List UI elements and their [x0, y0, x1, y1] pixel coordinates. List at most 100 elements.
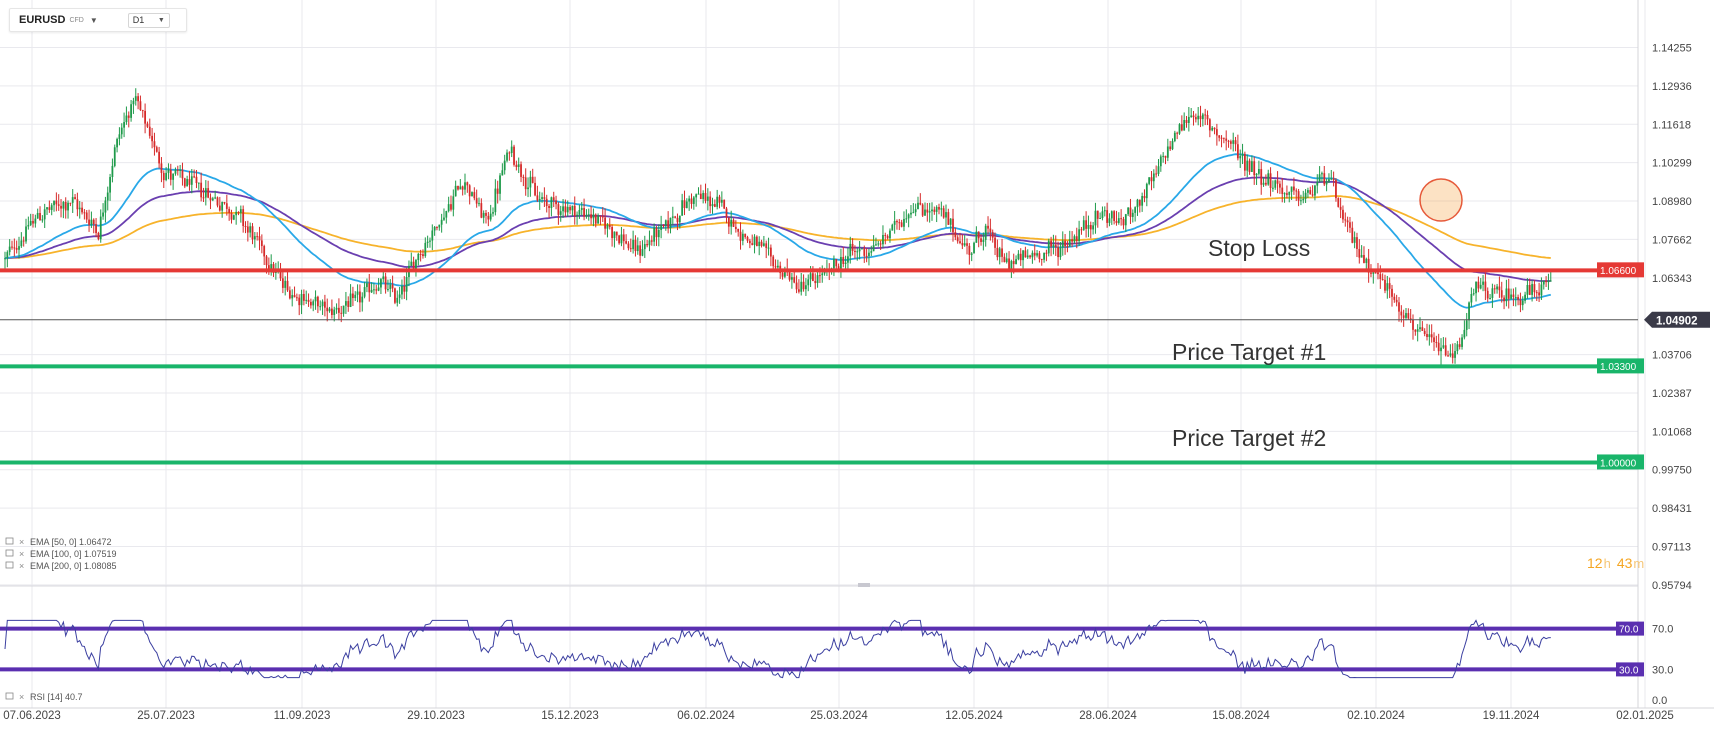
candle-body: [419, 253, 422, 255]
candle-body: [854, 250, 856, 252]
rsi-level-1-label: 30.0: [1619, 665, 1639, 676]
candle-body: [767, 247, 770, 249]
candle-body: [501, 170, 504, 176]
candle-body: [1169, 146, 1172, 150]
candle-body: [1533, 284, 1536, 293]
candle-body: [1314, 185, 1316, 196]
candle-body: [657, 229, 660, 238]
candle-body: [1120, 218, 1123, 220]
candle-body: [246, 226, 249, 233]
bar-countdown: 12h 43m: [1587, 555, 1644, 571]
timeframe-select[interactable]: D1 ▼: [127, 12, 170, 28]
price-tick-label: 1.02387: [1652, 388, 1692, 400]
candle-body: [401, 285, 403, 295]
candle-body: [678, 215, 681, 223]
candle-body: [300, 293, 303, 306]
candle-body: [1307, 190, 1309, 193]
candle-body: [335, 307, 338, 310]
candle-body: [1449, 353, 1452, 356]
candle-body: [1549, 280, 1552, 282]
candle-body: [1500, 290, 1503, 298]
candle-body: [151, 135, 154, 142]
candle-body: [891, 224, 894, 231]
candle-body: [424, 242, 427, 257]
candle-body: [109, 177, 111, 193]
candle-body: [737, 228, 740, 232]
candle-body: [380, 279, 382, 288]
candle-body: [323, 301, 326, 308]
candle-body: [328, 308, 331, 312]
candle-body: [1269, 173, 1272, 189]
candle-body: [485, 212, 487, 216]
candle-body: [653, 227, 656, 242]
candle-body: [688, 198, 691, 202]
candle-body: [249, 226, 252, 233]
candle-body: [1458, 344, 1461, 347]
rsi-line: [4, 619, 1551, 679]
candle-body: [1353, 237, 1356, 243]
price-tick-label: 1.03706: [1652, 350, 1692, 362]
candle-body: [622, 234, 625, 242]
candle-body: [926, 209, 929, 213]
candle-body: [625, 241, 628, 244]
candle-body: [793, 277, 796, 283]
candle-body: [1358, 248, 1361, 258]
candle-body: [1157, 166, 1160, 174]
candle-body: [520, 164, 522, 177]
candle-body: [32, 220, 34, 224]
candle-body: [1349, 222, 1351, 228]
candle-body: [725, 208, 728, 218]
candle-body: [1246, 160, 1249, 171]
symbol-dropdown-icon[interactable]: ▼: [89, 15, 98, 25]
candle-body: [345, 301, 347, 306]
candle-body: [359, 291, 361, 303]
candle-body: [347, 301, 350, 307]
candle-body: [583, 208, 585, 217]
candle-body: [1388, 283, 1391, 289]
candle-body: [571, 205, 574, 211]
candle-body: [552, 197, 555, 201]
candle-body: [865, 255, 868, 257]
candle-body: [1491, 288, 1494, 298]
candle-body: [270, 264, 273, 272]
candle-body: [1019, 253, 1022, 261]
candle-body: [1330, 178, 1333, 180]
candle-body: [599, 215, 602, 217]
price-target-1-annotation: Price Target #1: [1172, 339, 1326, 365]
candle-body: [326, 307, 329, 312]
price-tick-label: 0.99750: [1652, 465, 1692, 477]
rsi-axis-tick-label: 0.0: [1652, 695, 1667, 707]
pane-resize-handle: [858, 583, 870, 587]
candle-body: [211, 198, 214, 201]
candle-body: [298, 297, 301, 306]
candle-body: [118, 134, 121, 139]
candle-body: [314, 296, 317, 302]
symbol-label[interactable]: EURUSD: [19, 14, 66, 26]
candle-body: [1337, 198, 1340, 207]
candle-body: [975, 231, 978, 243]
candle-body: [790, 277, 793, 280]
candle-body: [176, 169, 179, 171]
candle-body: [527, 187, 529, 190]
candle-body: [1250, 161, 1253, 172]
candle-body: [800, 281, 803, 292]
candle-body: [1463, 329, 1466, 338]
candle-body: [868, 252, 870, 257]
candle-body: [74, 197, 76, 200]
candle-body: [436, 227, 438, 229]
candle-body: [197, 182, 200, 184]
candle-body: [798, 289, 800, 292]
candle-body: [85, 212, 88, 220]
candle-body: [788, 272, 791, 280]
candle-body: [1538, 292, 1540, 296]
candle-body: [632, 239, 635, 250]
candle-body: [256, 236, 259, 238]
candle-body: [165, 172, 168, 181]
candle-body: [795, 282, 798, 290]
candle-body: [1514, 297, 1517, 299]
candle-body: [1451, 353, 1454, 358]
candle-body: [338, 307, 340, 313]
candle-body: [293, 295, 296, 298]
candle-body: [772, 256, 775, 267]
